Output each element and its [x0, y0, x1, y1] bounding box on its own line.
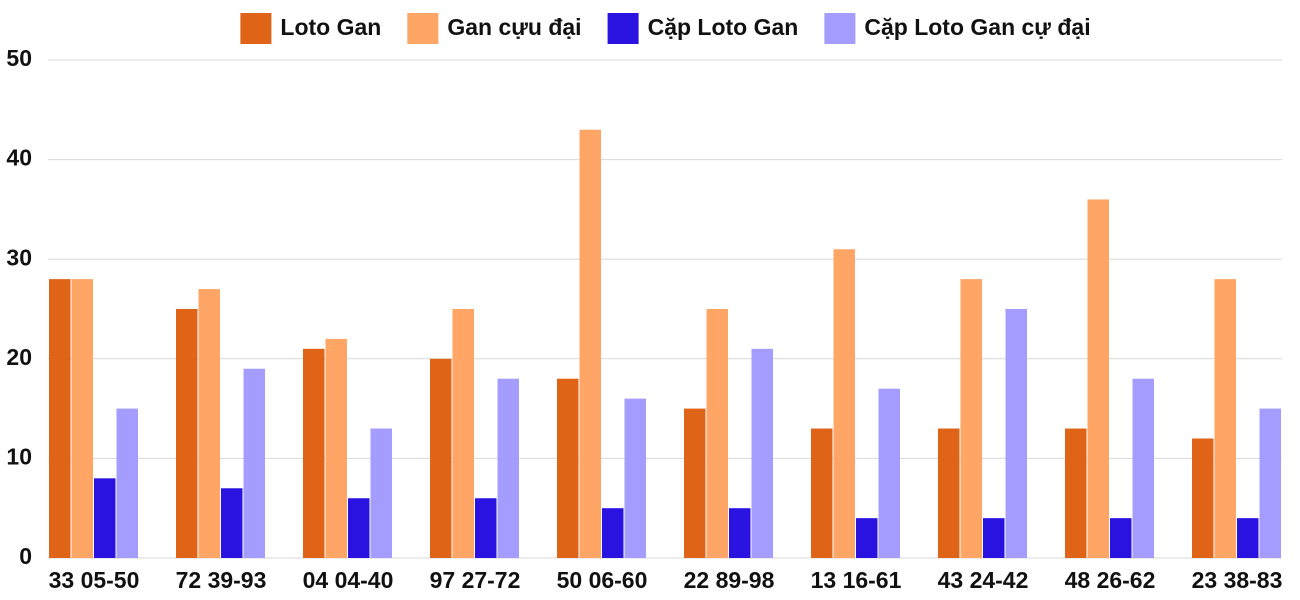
legend-swatch — [824, 13, 856, 44]
bar — [624, 398, 646, 558]
y-tick-label: 30 — [6, 244, 32, 270]
legend-label: Cặp Loto Gan — [648, 14, 799, 40]
bar — [602, 508, 624, 558]
bar — [1005, 309, 1027, 558]
bar — [1110, 518, 1132, 558]
bar — [557, 378, 579, 558]
x-tick-label: 72 39-93 — [176, 567, 267, 593]
bar — [1087, 199, 1109, 558]
bar — [325, 338, 347, 558]
bar — [833, 249, 855, 559]
x-tick-label: 97 27-72 — [430, 567, 521, 593]
bar — [938, 428, 960, 558]
bar — [94, 478, 116, 558]
x-tick-label: 50 06-60 — [557, 567, 648, 593]
bar — [729, 508, 751, 558]
bar — [176, 309, 198, 558]
bar — [856, 518, 878, 558]
y-tick-label: 40 — [6, 145, 32, 171]
bar — [706, 309, 728, 558]
bar — [198, 289, 220, 558]
x-tick-label: 43 24-42 — [938, 567, 1029, 593]
bar — [243, 368, 265, 558]
bar — [49, 279, 71, 558]
y-tick-label: 10 — [6, 443, 32, 469]
x-tick-label: 48 26-62 — [1065, 567, 1156, 593]
bar — [960, 279, 982, 558]
x-tick-label: 13 16-61 — [811, 567, 902, 593]
bar — [497, 378, 519, 558]
y-tick-label: 50 — [6, 45, 32, 71]
bar — [751, 348, 773, 558]
bar — [475, 498, 497, 558]
x-tick-label: 22 89-98 — [684, 567, 775, 593]
bar — [221, 488, 243, 558]
bar — [452, 309, 474, 558]
bar — [684, 408, 706, 558]
legend-swatch — [407, 13, 439, 44]
bar — [348, 498, 370, 558]
bar — [71, 279, 93, 558]
legend-label: Loto Gan — [280, 14, 381, 40]
bar — [370, 428, 392, 558]
bar — [983, 518, 1005, 558]
bar — [1237, 518, 1259, 558]
legend-label: Gan cựu đại — [447, 14, 581, 40]
legend-label: Cặp Loto Gan cự đại — [864, 14, 1090, 40]
y-tick-label: 20 — [6, 344, 32, 370]
bar — [1214, 279, 1236, 558]
legend-swatch — [240, 13, 272, 44]
x-tick-label: 33 05-50 — [49, 567, 140, 593]
bar — [878, 388, 900, 558]
bar — [1259, 408, 1281, 558]
bar — [116, 408, 138, 558]
bar — [303, 348, 325, 558]
y-tick-label: 0 — [19, 543, 32, 569]
bar — [1192, 438, 1214, 558]
x-tick-label: 04 04-40 — [303, 567, 394, 593]
legend-swatch — [607, 13, 639, 44]
bar — [1065, 428, 1087, 558]
bar — [1132, 378, 1154, 558]
bar — [811, 428, 833, 558]
x-tick-label: 23 38-83 — [1192, 567, 1283, 593]
bar — [430, 358, 452, 558]
bar — [579, 129, 601, 558]
